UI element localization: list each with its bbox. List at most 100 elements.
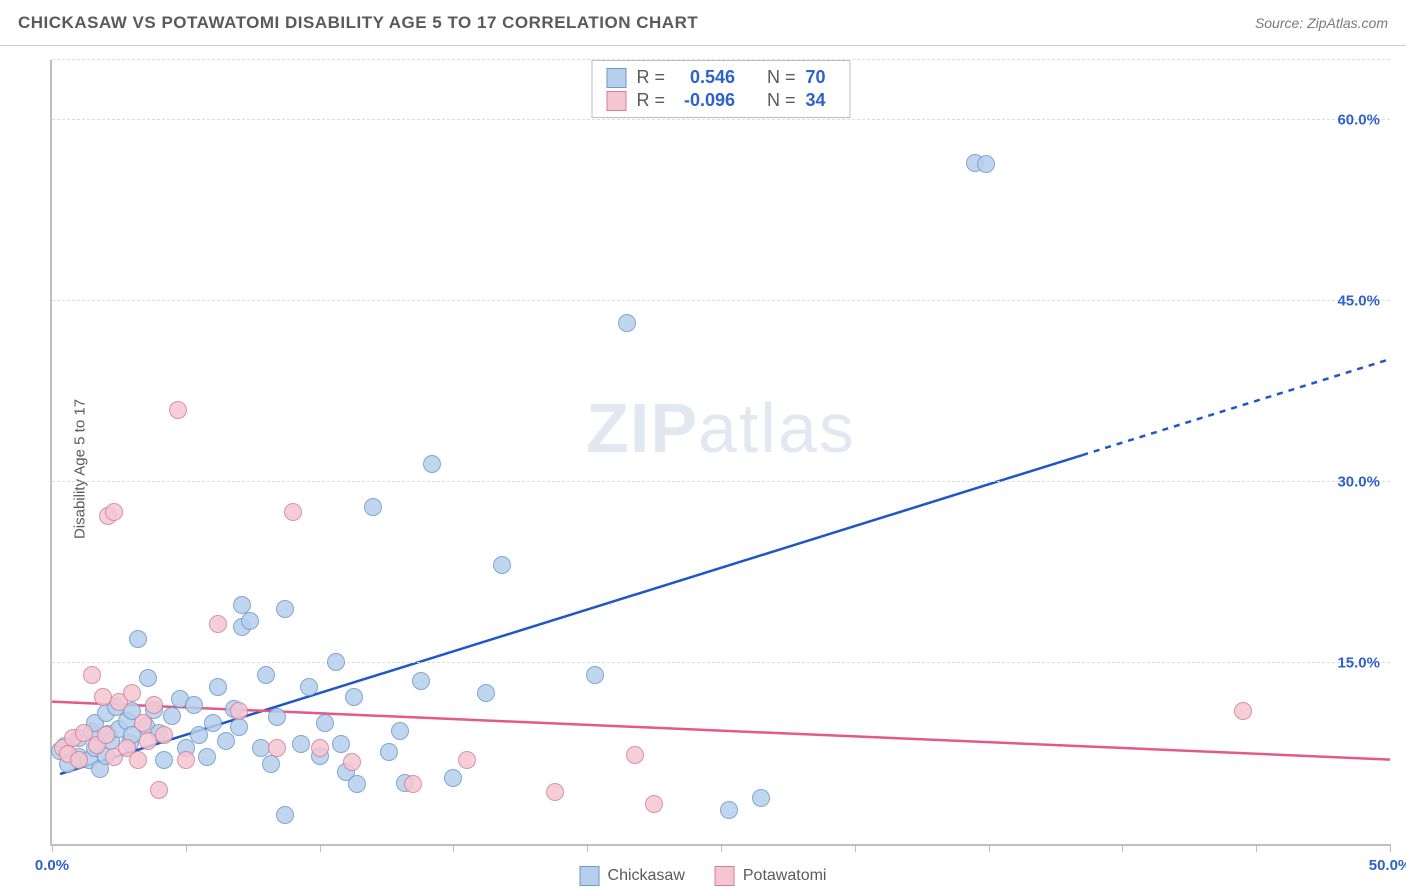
scatter-point: [262, 755, 280, 773]
scatter-point: [198, 748, 216, 766]
x-tick: [721, 844, 722, 852]
x-tick: [1256, 844, 1257, 852]
stat-r-label: R =: [636, 67, 665, 88]
stat-r-value: -0.096: [675, 90, 735, 111]
scatter-point: [493, 556, 511, 574]
legend-swatch: [715, 866, 735, 886]
scatter-point: [720, 801, 738, 819]
stat-n-label: N =: [767, 67, 796, 88]
scatter-point: [626, 746, 644, 764]
scatter-point: [217, 732, 235, 750]
header-bar: CHICKASAW VS POTAWATOMI DISABILITY AGE 5…: [0, 0, 1406, 46]
scatter-point: [364, 498, 382, 516]
scatter-point: [345, 688, 363, 706]
x-tick: [1122, 844, 1123, 852]
gridline-h: [52, 481, 1390, 482]
scatter-point: [292, 735, 310, 753]
source-prefix: Source:: [1255, 15, 1307, 31]
stat-legend-row: R = -0.096 N = 34: [606, 90, 835, 111]
stat-n-value: 70: [806, 67, 836, 88]
scatter-point: [268, 739, 286, 757]
scatter-point: [268, 708, 286, 726]
x-tick-label: 0.0%: [35, 857, 69, 874]
scatter-point: [348, 775, 366, 793]
legend-label: Chickasaw: [608, 867, 685, 885]
scatter-point: [139, 669, 157, 687]
scatter-point: [477, 684, 495, 702]
scatter-point: [977, 155, 995, 173]
scatter-point: [276, 600, 294, 618]
scatter-point: [332, 735, 350, 753]
scatter-point: [145, 696, 163, 714]
scatter-point: [83, 666, 101, 684]
bottom-legend-item: Chickasaw: [580, 866, 685, 886]
trend-line-dashed: [1082, 359, 1390, 455]
scatter-point: [412, 672, 430, 690]
gridline-h: [52, 119, 1390, 120]
scatter-point: [204, 714, 222, 732]
scatter-point: [134, 714, 152, 732]
scatter-point: [284, 503, 302, 521]
y-tick-label: 45.0%: [1337, 293, 1380, 310]
stat-n-label: N =: [767, 90, 796, 111]
scatter-point: [423, 455, 441, 473]
scatter-point: [169, 401, 187, 419]
gridline-h: [52, 59, 1390, 60]
x-tick-label: 50.0%: [1369, 857, 1406, 874]
y-tick-label: 60.0%: [1337, 112, 1380, 129]
scatter-point: [391, 722, 409, 740]
stat-legend-row: R = 0.546 N = 70: [606, 67, 835, 88]
source-text: Source: ZipAtlas.com: [1255, 15, 1388, 31]
scatter-point: [230, 718, 248, 736]
x-tick: [587, 844, 588, 852]
bottom-legend-item: Potawatomi: [715, 866, 827, 886]
scatter-point: [155, 726, 173, 744]
gridline-h: [52, 662, 1390, 663]
stat-legend-box: R = 0.546 N = 70 R = -0.096 N = 34: [591, 60, 850, 118]
scatter-point: [241, 612, 259, 630]
scatter-point: [276, 806, 294, 824]
bottom-legend: Chickasaw Potawatomi: [580, 866, 827, 886]
stat-r-value: 0.546: [675, 67, 735, 88]
trend-lines-layer: [52, 60, 1390, 844]
source-name: ZipAtlas.com: [1307, 15, 1388, 31]
scatter-point: [129, 630, 147, 648]
x-tick: [855, 844, 856, 852]
x-tick: [453, 844, 454, 852]
x-tick: [1390, 844, 1391, 852]
scatter-point: [586, 666, 604, 684]
stat-r-label: R =: [636, 90, 665, 111]
stat-n-value: 34: [806, 90, 836, 111]
x-tick: [52, 844, 53, 852]
scatter-point: [97, 726, 115, 744]
scatter-point: [752, 789, 770, 807]
scatter-point: [209, 678, 227, 696]
scatter-point: [327, 653, 345, 671]
y-tick-label: 30.0%: [1337, 474, 1380, 491]
scatter-point: [257, 666, 275, 684]
scatter-point: [618, 314, 636, 332]
scatter-point: [230, 702, 248, 720]
scatter-point: [150, 781, 168, 799]
scatter-point: [177, 751, 195, 769]
plot-area: ZIPatlas R = 0.546 N = 70 R = -0.096 N = 34 15.…: [50, 60, 1390, 846]
gridline-h: [52, 300, 1390, 301]
scatter-point: [105, 503, 123, 521]
scatter-point: [129, 751, 147, 769]
watermark-bold: ZIP: [586, 389, 698, 467]
scatter-point: [343, 753, 361, 771]
watermark: ZIPatlas: [586, 388, 856, 468]
scatter-point: [300, 678, 318, 696]
legend-swatch: [580, 866, 600, 886]
legend-label: Potawatomi: [743, 867, 827, 885]
scatter-point: [546, 783, 564, 801]
legend-swatch: [606, 91, 626, 111]
scatter-point: [645, 795, 663, 813]
chart-title: CHICKASAW VS POTAWATOMI DISABILITY AGE 5…: [18, 13, 698, 33]
scatter-point: [209, 615, 227, 633]
y-tick-label: 15.0%: [1337, 655, 1380, 672]
scatter-point: [380, 743, 398, 761]
watermark-light: atlas: [698, 389, 856, 467]
scatter-point: [316, 714, 334, 732]
scatter-point: [185, 696, 203, 714]
